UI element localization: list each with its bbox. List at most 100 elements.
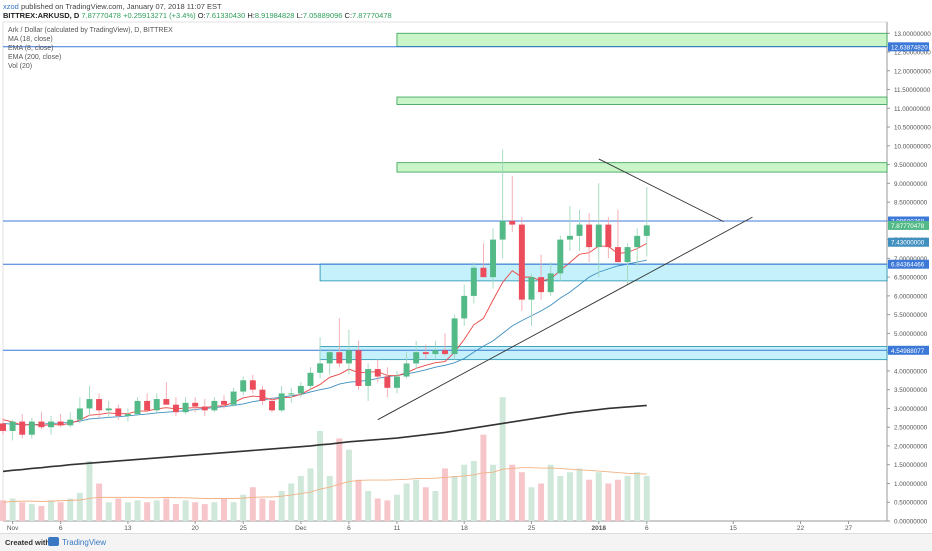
volume-bar: [326, 475, 333, 521]
candle: [201, 399, 208, 416]
volume-bar: [86, 460, 93, 521]
candle-body: [345, 350, 352, 364]
candle: [221, 395, 227, 409]
y-tick-label: 11.50000000: [894, 87, 931, 94]
legend-ema200[interactable]: EMA (200, close): [8, 54, 62, 61]
candle-body: [230, 391, 237, 405]
candle-body: [211, 400, 218, 411]
candle: [461, 284, 468, 326]
volume-bar: [557, 475, 564, 521]
candle-body: [201, 406, 208, 411]
candle: [249, 374, 256, 394]
y-tick-label: 8.50000000: [894, 200, 928, 207]
candle-body: [28, 421, 35, 435]
candle-body: [221, 400, 227, 405]
y-tick-label: 7.00000000: [894, 256, 928, 263]
y-tick-label: 10.50000000: [894, 125, 931, 132]
candle: [57, 414, 64, 428]
candle-body: [442, 350, 448, 355]
volume-bar: [451, 475, 458, 521]
publish-line: xzod published on TradingView.com, Janua…: [3, 2, 222, 11]
price-axis-label: 7.87770478: [888, 220, 929, 230]
volume-bar: [0, 500, 6, 521]
volume-bar: [538, 483, 545, 521]
candle: [192, 397, 199, 413]
volume-bar: [259, 498, 266, 521]
volume-bar: [221, 498, 227, 521]
author-link[interactable]: xzod: [3, 2, 19, 11]
candle: [124, 408, 131, 422]
candle-body: [499, 220, 506, 240]
candle: [413, 340, 420, 370]
candle-body: [413, 352, 420, 364]
price-label-text: 4.54988077: [891, 348, 925, 355]
x-tick-label: 11: [394, 525, 401, 532]
candle-body: [278, 393, 285, 411]
candle-body: [38, 421, 45, 428]
candle: [211, 397, 218, 413]
candle-body: [384, 376, 391, 388]
candle: [67, 412, 74, 428]
volume-bar: [595, 472, 602, 521]
candle: [288, 387, 295, 403]
y-tick-label: 3.50000000: [894, 387, 928, 394]
volume-bar: [499, 397, 506, 521]
candle: [547, 262, 554, 296]
candle-body: [403, 363, 410, 377]
candle: [297, 382, 304, 398]
volume-bar: [182, 500, 189, 521]
y-tick-label: 1.00000000: [894, 481, 928, 488]
x-tick-label: Nov: [7, 525, 19, 532]
legend-ema8[interactable]: EMA (8, close): [8, 45, 54, 52]
candle-body: [9, 421, 16, 431]
candle: [384, 367, 391, 398]
candle-body: [57, 421, 64, 426]
candle: [355, 340, 362, 390]
volume-bar: [230, 502, 237, 521]
candle-body: [115, 408, 122, 416]
created-with-text: Created with: [5, 538, 51, 547]
candle: [336, 318, 343, 368]
volume-bar: [586, 479, 593, 521]
candle: [576, 209, 583, 251]
volume-bar: [518, 472, 525, 521]
x-tick-label: 27: [845, 525, 853, 532]
volume-bar: [384, 500, 391, 521]
candle: [586, 213, 593, 263]
candle-body: [86, 399, 93, 409]
price-label-text: 7.87770478: [891, 223, 925, 230]
volume-bar: [278, 490, 285, 521]
candle: [634, 228, 641, 266]
volume-bar: [269, 500, 276, 521]
candle: [451, 314, 458, 360]
x-tick-label: 20: [192, 525, 200, 532]
candle-body: [509, 220, 516, 225]
volume-bar: [307, 468, 314, 521]
legend-ma[interactable]: MA (18, close): [8, 36, 53, 43]
candle: [518, 217, 525, 311]
volume-bar: [403, 483, 410, 521]
legend-vol[interactable]: Vol (20): [8, 63, 33, 70]
candle: [38, 412, 45, 430]
candle: [509, 175, 516, 233]
candle-body: [307, 372, 314, 386]
x-tick-label: 6: [59, 525, 63, 532]
candle-body: [124, 414, 131, 416]
candle-body: [451, 318, 458, 355]
y-tick-label: 12.50000000: [894, 50, 931, 57]
y-tick-label: 3.00000000: [894, 406, 928, 413]
candle-body: [326, 352, 333, 364]
candle-body: [269, 400, 276, 411]
y-tick-label: 4.00000000: [894, 368, 928, 375]
price-label-text: 12.63874820: [891, 44, 928, 51]
y-tick-label: 9.50000000: [894, 162, 928, 169]
close-value: 7.87770478: [352, 11, 392, 20]
tradingview-brand[interactable]: TradingView: [62, 538, 107, 547]
x-tick-label: 18: [461, 525, 469, 532]
volume-bar: [413, 479, 420, 521]
candle-body: [624, 247, 631, 263]
legend-title: Ark / Dollar (calculated by TradingView)…: [8, 27, 173, 34]
volume-bar: [336, 438, 343, 521]
high-value: 8.91984828: [254, 11, 295, 20]
